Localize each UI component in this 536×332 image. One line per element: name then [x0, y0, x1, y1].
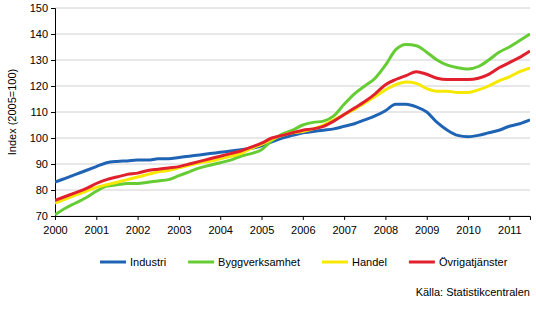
y-axis-title: Index (2005=100): [6, 69, 18, 156]
x-tick: 2009: [415, 216, 439, 236]
x-tick: 2008: [374, 216, 398, 236]
source-note: Källa: Statistikcentralen: [416, 286, 530, 298]
x-tick-mark: [96, 216, 97, 220]
x-tick: 2006: [291, 216, 315, 236]
series-line: [55, 51, 530, 201]
legend-item: Byggverksamhet: [188, 256, 300, 268]
y-tick: 90: [36, 158, 55, 170]
y-tick-mark: [51, 138, 55, 139]
grid-line: [55, 164, 530, 165]
y-tick: 120: [30, 80, 55, 92]
grid-line: [55, 138, 530, 139]
x-tick-mark: [509, 216, 510, 220]
series-line: [55, 104, 530, 182]
y-tick-mark: [51, 190, 55, 191]
y-tick: 140: [30, 28, 55, 40]
lines: [55, 34, 530, 215]
x-tick: 2001: [85, 216, 109, 236]
y-tick-label: 150: [30, 2, 48, 14]
x-tick-mark: [138, 216, 139, 220]
grid-line: [55, 112, 530, 113]
grid-line: [55, 190, 530, 191]
legend: Industri Byggverksamhet Handel Övrigatjänst…: [100, 256, 508, 268]
grid-line: [55, 8, 530, 9]
x-tick-label: 2005: [250, 224, 274, 236]
grid: [55, 8, 530, 216]
y-tick-mark: [51, 216, 55, 217]
legend-item: Industri: [100, 256, 166, 268]
grid-line: [55, 86, 530, 87]
y-tick-label: 130: [30, 54, 48, 66]
legend-swatch: [322, 261, 348, 264]
x-tick-mark: [427, 216, 428, 220]
series-line: [55, 68, 530, 203]
x-tick-label: 2011: [498, 224, 522, 236]
x-tick-label: 2008: [374, 224, 398, 236]
y-tick-label: 90: [36, 158, 48, 170]
chart: 70 80 90 100 110 120 130 140 150 2000 2001 2002 2003…: [0, 0, 536, 332]
x-tick: 2007: [332, 216, 356, 236]
x-tick: 2002: [126, 216, 150, 236]
legend-swatch: [409, 261, 435, 264]
x-tick-mark: [262, 216, 263, 220]
x-tick-label: 2000: [43, 224, 67, 236]
legend-swatch: [188, 261, 214, 264]
legend-label: Byggverksamhet: [218, 256, 300, 268]
x-tick-label: 2006: [291, 224, 315, 236]
y-tick: 130: [30, 54, 55, 66]
y-tick: 100: [30, 132, 55, 144]
y-tick: 110: [30, 106, 55, 118]
legend-item: Övrigatjänster: [409, 256, 508, 268]
legend-swatch: [100, 261, 126, 264]
x-tick: 2011: [498, 216, 522, 236]
y-tick-label: 110: [30, 106, 48, 118]
x-tick-label: 2003: [167, 224, 191, 236]
legend-label: Industri: [130, 256, 166, 268]
x-tick-mark: [179, 216, 180, 220]
y-tick-label: 70: [36, 210, 48, 222]
y-tick: 70: [36, 210, 55, 222]
x-tick-mark: [303, 216, 304, 220]
x-tick: 2004: [208, 216, 232, 236]
series-line: [55, 34, 530, 215]
x-tick-mark: [344, 216, 345, 220]
x-tick-label: 2007: [332, 224, 356, 236]
grid-line: [55, 34, 530, 35]
x-tick-mark: [468, 216, 469, 220]
x-axis: 2000 2001 2002 2003 2004 2005 2006 2007 2008 2009…: [43, 216, 530, 236]
legend-item: Handel: [322, 256, 387, 268]
y-axis-line: [51, 9, 56, 217]
y-tick-mark: [51, 8, 55, 9]
x-tick-label: 2002: [126, 224, 150, 236]
grid-line: [55, 60, 530, 61]
y-axis: 70 80 90 100 110 120 130 140 150: [30, 2, 56, 222]
x-tick: 2010: [456, 216, 480, 236]
y-tick: 80: [36, 184, 55, 196]
x-tick-label: 2009: [415, 224, 439, 236]
legend-label: Övrigatjänster: [439, 256, 508, 268]
x-axis-line: [56, 217, 531, 221]
x-tick-mark: [220, 216, 221, 220]
x-tick-mark: [55, 216, 56, 220]
y-tick-mark: [51, 34, 55, 35]
x-tick: 2005: [250, 216, 274, 236]
y-tick-mark: [51, 164, 55, 165]
y-tick-label: 100: [30, 132, 48, 144]
y-tick-mark: [51, 86, 55, 87]
y-tick-label: 140: [30, 28, 48, 40]
x-tick-mark: [385, 216, 386, 220]
x-tick-label: 2004: [208, 224, 232, 236]
y-tick-mark: [51, 112, 55, 113]
x-tick: 2003: [167, 216, 191, 236]
y-tick-label: 80: [36, 184, 48, 196]
x-tick: 2000: [43, 216, 67, 236]
x-tick-label: 2010: [456, 224, 480, 236]
x-tick-label: 2001: [85, 224, 109, 236]
legend-label: Handel: [352, 256, 387, 268]
y-tick-label: 120: [30, 80, 48, 92]
y-tick-mark: [51, 60, 55, 61]
y-tick: 150: [30, 2, 55, 14]
